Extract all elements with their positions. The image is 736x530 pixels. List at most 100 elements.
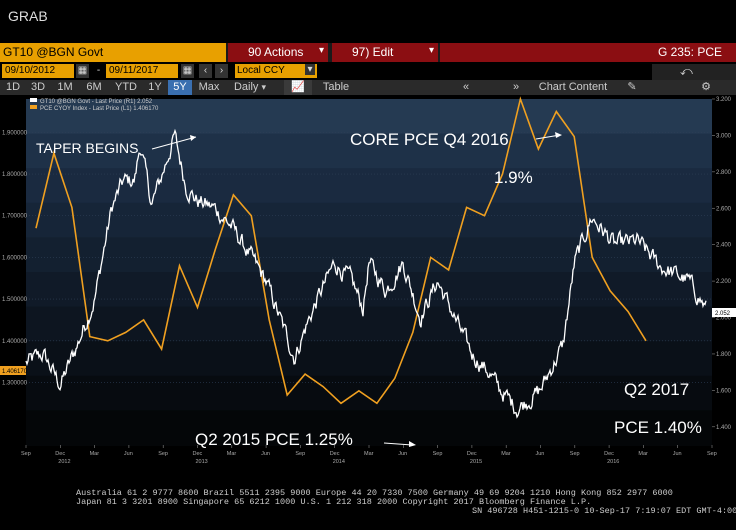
annotation-q2-2017-value: PCE 1.40% <box>614 418 702 437</box>
x-tick-label: Jun <box>673 451 682 457</box>
left-tick-label: 1.800000 <box>2 172 28 178</box>
period-max[interactable]: Max <box>198 81 220 93</box>
chevron-down-icon: ▾ <box>318 45 324 56</box>
period-3d[interactable]: 3D <box>30 81 46 93</box>
x-year-label: 2012 <box>58 459 70 465</box>
right-last-value-tag: 2.052 <box>712 308 736 317</box>
currency-select[interactable]: Local CCY ▾ <box>235 64 317 78</box>
x-tick-label: Sep <box>433 451 443 457</box>
period-bar: 1D 3D 1M 6M YTD 1Y 5Y Max Daily ▾ 📈 Tabl… <box>0 80 736 95</box>
x-tick-label: Mar <box>90 451 100 457</box>
footer-line-1: Australia 61 2 9777 8600 Brazil 5511 239… <box>76 488 673 498</box>
left-last-value-tag: 1.406170 <box>0 366 28 375</box>
right-tick-label: 3.000 <box>716 133 732 139</box>
chart-band <box>26 272 712 308</box>
calendar-icon[interactable]: ▦ <box>181 64 194 78</box>
pce-series-line <box>35 96 647 405</box>
x-tick-label: Sep <box>21 451 31 457</box>
period-1m[interactable]: 1M <box>57 81 73 93</box>
start-date-input[interactable]: 09/10/2012 <box>2 64 74 78</box>
chart-number[interactable]: G 235: PCE <box>440 43 736 62</box>
table-button[interactable]: Table <box>322 81 350 93</box>
chart-band <box>26 168 712 204</box>
gear-icon[interactable]: ⚙ <box>701 81 711 93</box>
chevron-left-icon[interactable]: ‹ <box>199 64 212 78</box>
ticker-field[interactable]: GT10 @BGN Govt <box>0 43 226 62</box>
x-year-label: 2015 <box>470 459 482 465</box>
arrowhead-q2-2015 <box>409 441 416 447</box>
x-tick-label: Mar <box>227 451 237 457</box>
annotation-taper: TAPER BEGINS <box>36 140 138 156</box>
chart-band <box>26 133 712 170</box>
back-arrow-button[interactable]: ⤺ <box>652 64 736 80</box>
window-title: GRAB <box>8 8 48 24</box>
legend-swatch-gt10 <box>30 98 37 102</box>
annotation-core-pce: CORE PCE Q4 2016 <box>350 130 509 149</box>
arrow-taper <box>151 136 197 150</box>
line-chart-icon[interactable]: 📈 <box>284 80 312 95</box>
left-last-value: 1.406170 <box>2 369 28 375</box>
collapse-left-icon[interactable]: « <box>462 81 470 93</box>
period-5y[interactable]: 5Y <box>168 80 192 95</box>
right-tick-label: 3.200 <box>716 97 732 103</box>
right-tick-label: 2.800 <box>716 170 732 176</box>
right-tick-label: 1.800 <box>716 352 732 358</box>
arrowhead-core-pce <box>555 132 562 138</box>
chart-area: 1.900000 1.800000 1.700000 1.600000 1.500000… <box>0 95 736 470</box>
right-tick-label: 2.200 <box>716 279 732 285</box>
chart-band <box>26 99 712 135</box>
left-tick-label: 1.600000 <box>2 255 28 261</box>
collapse-right-icon[interactable]: » <box>512 81 520 93</box>
x-tick-label: Sep <box>295 451 305 457</box>
chevron-down-icon: ▾ <box>428 45 434 56</box>
range-dash: - <box>96 65 101 76</box>
legend: GT10 @BGN Govt - Last Price (R1) 2.052 P… <box>30 98 159 112</box>
legend-pce: PCE CYOY Index - Last Price (L1) 1.40617… <box>40 106 159 112</box>
frequency-select[interactable]: Daily ▾ <box>226 80 274 95</box>
back-arrow-icon: ⤺ <box>680 64 693 78</box>
chart-band <box>26 202 712 239</box>
x-tick-label: Dec <box>193 451 203 457</box>
end-date-input[interactable]: 09/11/2017 <box>106 64 178 78</box>
legend-swatch-pce <box>30 105 37 109</box>
x-tick-label: Dec <box>330 451 340 457</box>
calendar-icon[interactable]: ▦ <box>76 64 89 78</box>
legend-gt10: GT10 @BGN Govt - Last Price (R1) 2.052 <box>40 99 153 105</box>
chart-content-button[interactable]: Chart Content <box>538 81 608 93</box>
left-tick-label: 1.400000 <box>2 339 28 345</box>
x-tick-label: Dec <box>55 451 65 457</box>
period-6m[interactable]: 6M <box>86 81 102 93</box>
frequency-value: Daily <box>233 81 259 93</box>
left-tick-label: 1.300000 <box>2 380 28 386</box>
ticker-label: GT10 @BGN Govt <box>3 45 104 59</box>
x-tick-label: Jun <box>261 451 270 457</box>
footer-line-2: Japan 81 3 3201 8900 Singapore 65 6212 1… <box>76 497 592 507</box>
arrow-q2-2015 <box>383 442 413 446</box>
left-tick-label: 1.500000 <box>2 297 28 303</box>
date-range-bar: 09/10/2012 ▦ - 09/11/2017 ▦ ‹ › Local CC… <box>0 62 736 80</box>
period-1d[interactable]: 1D <box>5 81 21 93</box>
period-ytd[interactable]: YTD <box>115 81 137 93</box>
currency-value: Local CCY <box>237 65 285 76</box>
window-titlebar: GRAB <box>0 0 736 42</box>
edit-button[interactable]: 97) Edit ▾ <box>332 43 438 62</box>
x-year-label: 2014 <box>333 459 345 465</box>
footer: Australia 61 2 9777 8600 Brazil 5511 239… <box>0 484 736 530</box>
x-tick-label: Jun <box>536 451 545 457</box>
footer-line-3: SN 496728 H451-1215-0 10-Sep-17 7:19:07 … <box>472 506 736 516</box>
pencil-icon[interactable]: ✎ <box>627 81 637 93</box>
right-tick-label: 2.400 <box>716 243 732 249</box>
chevron-down-icon: ▾ <box>261 82 267 92</box>
chart-band <box>26 306 712 343</box>
chart-band <box>26 410 712 446</box>
period-1y[interactable]: 1Y <box>148 81 162 93</box>
chart-number-label: G 235: PCE <box>657 45 722 59</box>
chevron-right-icon[interactable]: › <box>215 64 228 78</box>
command-bar: GT10 @BGN Govt 90 Actions ▾ 97) Edit ▾ G… <box>0 43 736 62</box>
x-tick-label: Dec <box>604 451 614 457</box>
actions-button[interactable]: 90 Actions ▾ <box>228 43 328 62</box>
x-tick-label: Sep <box>158 451 168 457</box>
x-tick-label: Sep <box>570 451 580 457</box>
x-tick-label: Sep <box>707 451 717 457</box>
chart-band <box>26 375 712 412</box>
